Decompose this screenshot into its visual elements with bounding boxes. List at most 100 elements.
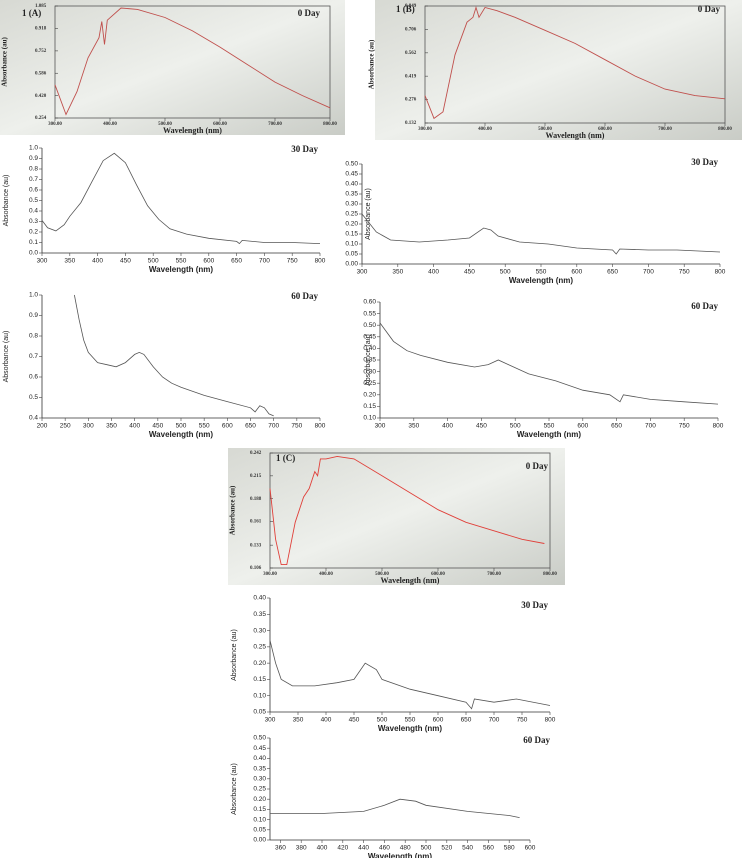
x-tick-label: 200 (37, 423, 48, 430)
x-tick-label: 500 (176, 423, 187, 430)
x-axis-label: Wavelength (nm) (163, 126, 222, 135)
x-tick-label: 700 (643, 269, 654, 276)
x-tick-label: 650 (461, 717, 472, 724)
panel-label: 1 (C) (276, 453, 295, 463)
x-tick-label: 500 (510, 423, 521, 430)
x-tick-label: 550 (544, 423, 555, 430)
x-tick-label: 800.00 (543, 572, 557, 577)
x-tick-label: 750 (679, 269, 690, 276)
y-tick-label: 0.4 (29, 415, 38, 422)
day-label: 60 Day (691, 301, 718, 311)
day-label: 0 Day (526, 461, 549, 471)
x-axis-label: Wavelength (nm) (149, 430, 213, 439)
x-tick-label: 600 (433, 717, 444, 724)
x-tick-label: 420 (337, 845, 348, 852)
x-tick-label: 450 (349, 717, 360, 724)
y-tick-label: 0.15 (253, 676, 266, 683)
y-axis-label: Absorbance (au) (231, 763, 238, 815)
x-axis-label: Wavelength (nm) (149, 265, 213, 274)
y-axis-label: Absorbance (au) (368, 39, 376, 89)
y-tick-label: 0.10 (253, 692, 266, 699)
y-tick-label: 0.45 (363, 334, 376, 341)
x-tick-label: 300 (375, 423, 386, 430)
x-tick-label: 560 (483, 845, 494, 852)
x-tick-label: 700.00 (487, 572, 501, 577)
y-tick-label: 0.8 (29, 333, 38, 340)
x-tick-label: 500.00 (158, 122, 172, 127)
x-tick-label: 350 (106, 423, 117, 430)
y-axis-label: Absorbance (au) (231, 629, 238, 681)
y-tick-label: 0.40 (253, 755, 266, 762)
y-tick-label: 0.25 (363, 380, 376, 387)
x-axis-label: Wavelength (nm) (368, 852, 432, 858)
x-tick-label: 450 (120, 258, 131, 265)
day-label: 30 Day (691, 157, 718, 167)
x-axis-label: Wavelength (nm) (546, 131, 605, 140)
x-axis-label: Wavelength (nm) (381, 576, 440, 585)
y-tick-label: 0.05 (253, 827, 266, 834)
day-label: 30 Day (521, 600, 548, 610)
y-tick-label: 0.00 (253, 837, 266, 844)
y-tick-label: 0.276 (405, 98, 417, 103)
x-tick-label: 500.00 (375, 572, 389, 577)
y-tick-label: 0.50 (345, 161, 358, 168)
x-tick-label: 600 (525, 845, 536, 852)
x-tick-label: 800 (545, 717, 556, 724)
spectrum-line (361, 213, 721, 255)
x-tick-label: 400.00 (478, 127, 492, 132)
y-tick-label: 0.20 (253, 796, 266, 803)
x-tick-label: 750 (291, 423, 302, 430)
y-axis-label: Absorbance (au) (1, 37, 9, 87)
y-tick-label: 0.9 (29, 312, 38, 319)
y-tick-label: 0.7 (29, 176, 38, 183)
y-tick-label: 0.132 (405, 121, 417, 126)
x-tick-label: 600.00 (431, 572, 445, 577)
x-tick-label: 700 (489, 717, 500, 724)
spectrum-line (270, 798, 520, 818)
x-tick-label: 460 (379, 845, 390, 852)
x-tick-label: 550 (199, 423, 210, 430)
y-tick-label: 0.50 (253, 735, 266, 742)
x-tick-label: 400.00 (319, 572, 333, 577)
y-tick-label: 0.562 (405, 51, 417, 56)
x-tick-label: 500 (500, 269, 511, 276)
x-tick-label: 400 (317, 845, 328, 852)
x-tick-label: 350 (392, 269, 403, 276)
x-tick-label: 650 (231, 258, 242, 265)
y-tick-label: 0.849 (405, 4, 417, 9)
day-label: 60 Day (523, 735, 550, 745)
plot-frame (54, 5, 331, 119)
spectrum-line (379, 322, 719, 405)
y-tick-label: 0.106 (250, 566, 262, 571)
y-tick-label: 0.25 (253, 644, 266, 651)
x-tick-label: 650 (611, 423, 622, 430)
y-tick-label: 0.2 (29, 229, 38, 236)
y-tick-label: 0.419 (405, 74, 417, 79)
x-tick-label: 500 (148, 258, 159, 265)
y-axis-label: Absorbance (au) (3, 331, 10, 383)
y-tick-label: 0.254 (35, 116, 47, 121)
day-label: 0 Day (698, 4, 721, 14)
y-axis-label: Absorbance (au) (365, 334, 372, 386)
x-tick-label: 350 (64, 258, 75, 265)
day-label: 60 Day (291, 291, 318, 301)
x-tick-label: 300 (83, 423, 94, 430)
x-tick-label: 400 (321, 717, 332, 724)
y-tick-label: 0.5 (29, 394, 38, 401)
x-tick-label: 700 (268, 423, 279, 430)
x-tick-label: 300 (265, 717, 276, 724)
y-tick-label: 0.0 (29, 250, 38, 257)
y-tick-label: 0.918 (35, 27, 47, 32)
x-tick-label: 500 (421, 845, 432, 852)
y-tick-label: 0.45 (253, 745, 266, 752)
y-tick-label: 0.6 (29, 187, 38, 194)
spectrum-line (269, 640, 551, 710)
photo-background (0, 0, 345, 135)
y-tick-label: 0.7 (29, 353, 38, 360)
x-tick-label: 800 (713, 423, 724, 430)
y-tick-label: 0.60 (363, 299, 376, 306)
y-tick-label: 0.30 (345, 201, 358, 208)
y-tick-label: 0.30 (363, 368, 376, 375)
y-tick-label: 0.40 (345, 181, 358, 188)
